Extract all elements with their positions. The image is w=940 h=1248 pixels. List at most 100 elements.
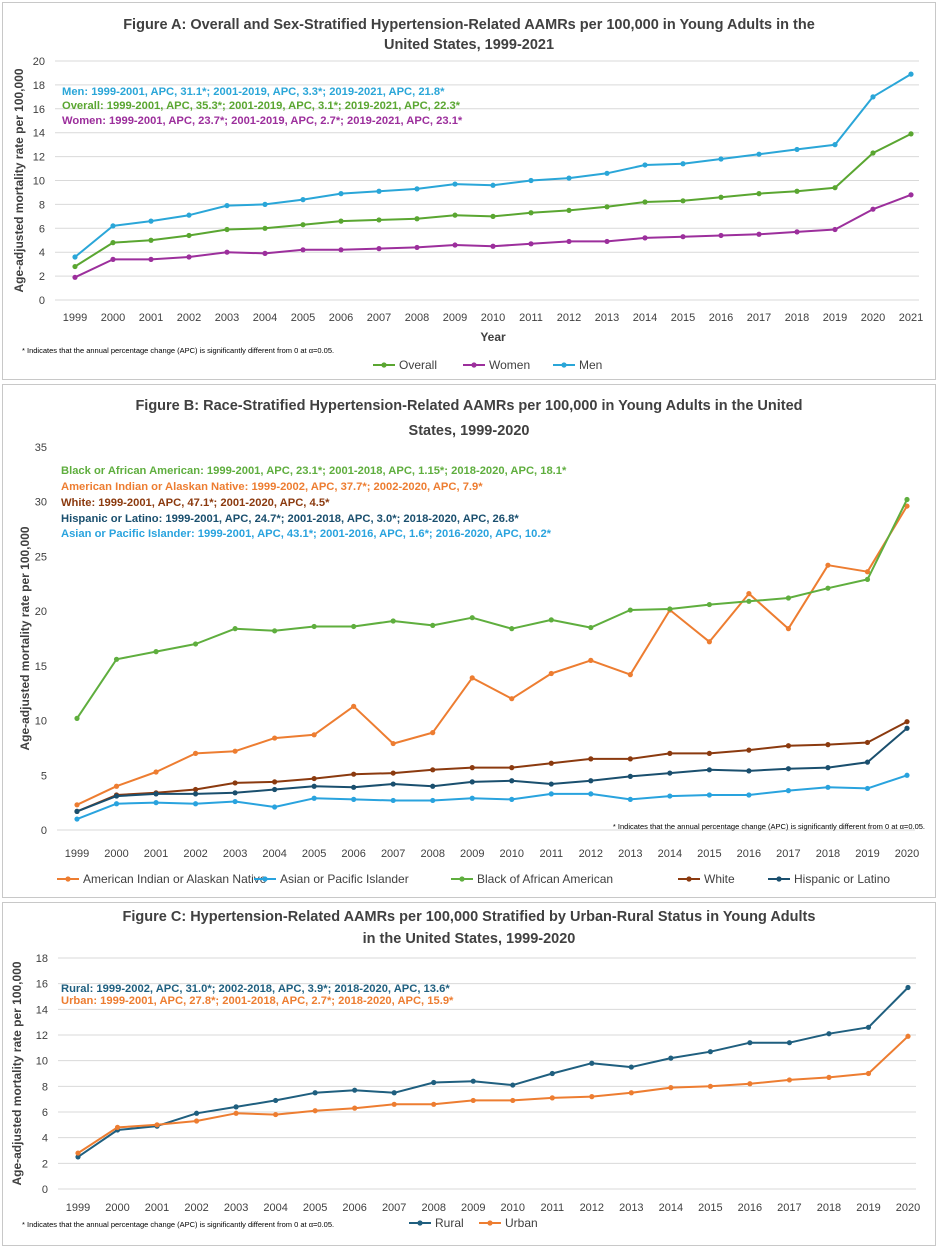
y-tick-label: 10 [35, 716, 47, 728]
x-tick-label: 2011 [539, 848, 563, 860]
data-point [588, 778, 594, 784]
data-point [667, 770, 673, 776]
data-point [376, 246, 382, 252]
data-point [300, 222, 306, 228]
data-point [430, 767, 436, 773]
footnote: * Indicates that the annual percentage c… [22, 346, 334, 355]
figure-c-chart: Figure C: Hypertension-Related AAMRs per… [10, 909, 920, 1230]
data-point [300, 247, 306, 253]
data-point [680, 198, 686, 204]
x-tick-label: 2013 [595, 312, 619, 324]
x-tick-label: 2020 [895, 848, 919, 860]
data-point [747, 1040, 753, 1046]
x-tick-label: 2013 [618, 848, 642, 860]
data-point [832, 142, 838, 148]
data-point [469, 779, 475, 785]
data-point [452, 181, 458, 187]
data-point [193, 1118, 200, 1124]
x-tick-label: 2012 [557, 312, 581, 324]
series-line-asian-or-pacific-islander [76, 774, 908, 821]
data-point [351, 784, 357, 790]
legend-label: Women [489, 358, 530, 372]
data-point [706, 639, 712, 645]
data-point [74, 808, 80, 814]
x-tick-label: 2000 [101, 312, 125, 324]
apc-annotation: Overall: 1999-2001, APC, 35.3*; 2001-201… [62, 100, 461, 112]
data-point [785, 788, 792, 794]
data-point [452, 212, 458, 218]
x-tick-label: 2014 [633, 312, 657, 324]
x-tick-label: 2002 [177, 312, 201, 324]
data-point [390, 797, 396, 804]
x-tick-label: 2009 [443, 312, 467, 324]
x-tick-label: 2009 [460, 848, 484, 860]
y-tick-label: 6 [42, 1107, 48, 1119]
x-tick-label: 2011 [540, 1202, 564, 1214]
data-point [110, 223, 116, 229]
data-point [110, 256, 116, 262]
data-point [153, 649, 159, 655]
data-point [627, 607, 633, 613]
data-point [430, 622, 436, 628]
series-line-american-indian-or-alaskan-native [76, 505, 908, 806]
apc-annotation: American Indian or Alaskan Native: 1999-… [61, 481, 483, 493]
chart-title-line: Figure C: Hypertension-Related AAMRs per… [123, 909, 816, 925]
data-point [390, 770, 396, 776]
data-point [870, 150, 876, 156]
figure-b-panel: Figure B: Race-Stratified Hypertension-R… [2, 384, 936, 898]
y-axis-label: Age-adjusted mortality rate per 100,000 [10, 961, 24, 1185]
x-tick-label: 2000 [104, 848, 128, 860]
legend-label: White [704, 872, 735, 886]
data-point [351, 771, 357, 777]
data-point [825, 742, 831, 748]
data-point [224, 202, 230, 209]
x-tick-label: 2017 [776, 848, 800, 860]
apc-annotation: Black or African American: 1999-2001, AP… [61, 465, 567, 477]
data-point [352, 1105, 358, 1111]
data-point [469, 675, 475, 681]
data-point [904, 719, 910, 725]
data-point [414, 186, 420, 192]
data-point [746, 591, 752, 597]
data-point [826, 1031, 832, 1037]
data-point [186, 212, 192, 218]
data-point [311, 783, 317, 789]
x-tick-label: 2019 [855, 848, 879, 860]
data-point [832, 185, 838, 191]
data-point [904, 503, 910, 509]
data-point [351, 703, 357, 709]
data-point [786, 1040, 793, 1046]
data-point [338, 218, 344, 224]
data-point [908, 71, 914, 77]
x-tick-label: 2001 [144, 848, 168, 860]
y-tick-label: 4 [42, 1133, 48, 1145]
y-tick-label: 20 [35, 606, 47, 618]
data-point [148, 256, 154, 262]
x-tick-label: 2019 [856, 1202, 880, 1214]
y-tick-label: 20 [33, 56, 45, 68]
y-tick-label: 10 [33, 176, 45, 188]
x-tick-label: 2005 [291, 312, 315, 324]
x-tick-label: 2012 [579, 848, 603, 860]
data-point [785, 743, 792, 749]
data-point [588, 657, 594, 663]
data-point [825, 765, 831, 771]
x-tick-label: 2017 [777, 1202, 801, 1214]
data-point [832, 226, 838, 233]
data-point [311, 795, 317, 801]
data-point [430, 730, 436, 736]
data-point [154, 1122, 160, 1128]
data-point [904, 725, 910, 731]
y-tick-label: 0 [41, 825, 47, 837]
data-point [756, 151, 762, 157]
y-tick-label: 35 [35, 442, 47, 454]
data-point [430, 797, 436, 804]
data-point [589, 1060, 595, 1066]
data-point [233, 1104, 239, 1110]
y-tick-label: 8 [39, 199, 45, 211]
series-line-urban [77, 1035, 909, 1154]
data-point [566, 175, 572, 181]
data-point [718, 232, 724, 239]
data-point [114, 1124, 121, 1130]
data-point [707, 1049, 713, 1055]
